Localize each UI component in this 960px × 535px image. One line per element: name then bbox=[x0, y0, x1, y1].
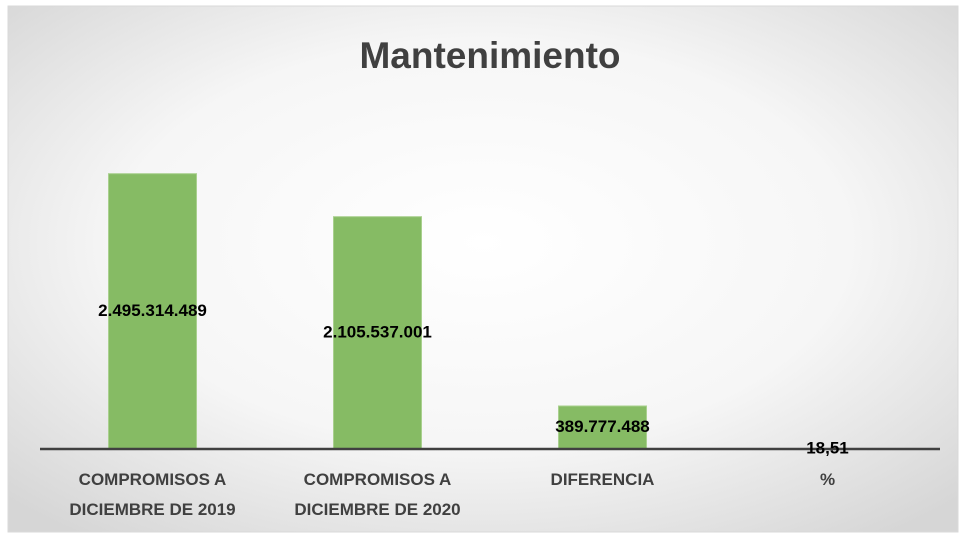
data-label: 18,51 bbox=[806, 438, 849, 457]
bar bbox=[108, 173, 197, 450]
x-tick-label-box: % bbox=[819, 470, 836, 489]
data-label: 2.495.314.489 bbox=[98, 301, 207, 320]
bar bbox=[333, 216, 422, 450]
x-tick-label-box: COMPROMISOS A DICIEMBRE DE 2019 bbox=[69, 470, 236, 519]
x-tick-label: COMPROMISOS A DICIEMBRE DE 2019 bbox=[69, 470, 236, 519]
data-label: 2.105.537.001 bbox=[323, 322, 432, 341]
x-tick-label-box: COMPROMISOS A DICIEMBRE DE 2020 bbox=[294, 470, 461, 519]
x-tick-label-box: DIFERENCIA bbox=[550, 470, 655, 489]
chart-title: Mantenimiento bbox=[359, 35, 620, 76]
x-tick-label: COMPROMISOS A DICIEMBRE DE 2020 bbox=[294, 470, 461, 519]
data-label: 389.777.488 bbox=[555, 417, 650, 436]
x-tick-label: % bbox=[819, 470, 836, 489]
x-tick-label: DIFERENCIA bbox=[550, 470, 655, 489]
bar bbox=[558, 405, 647, 450]
